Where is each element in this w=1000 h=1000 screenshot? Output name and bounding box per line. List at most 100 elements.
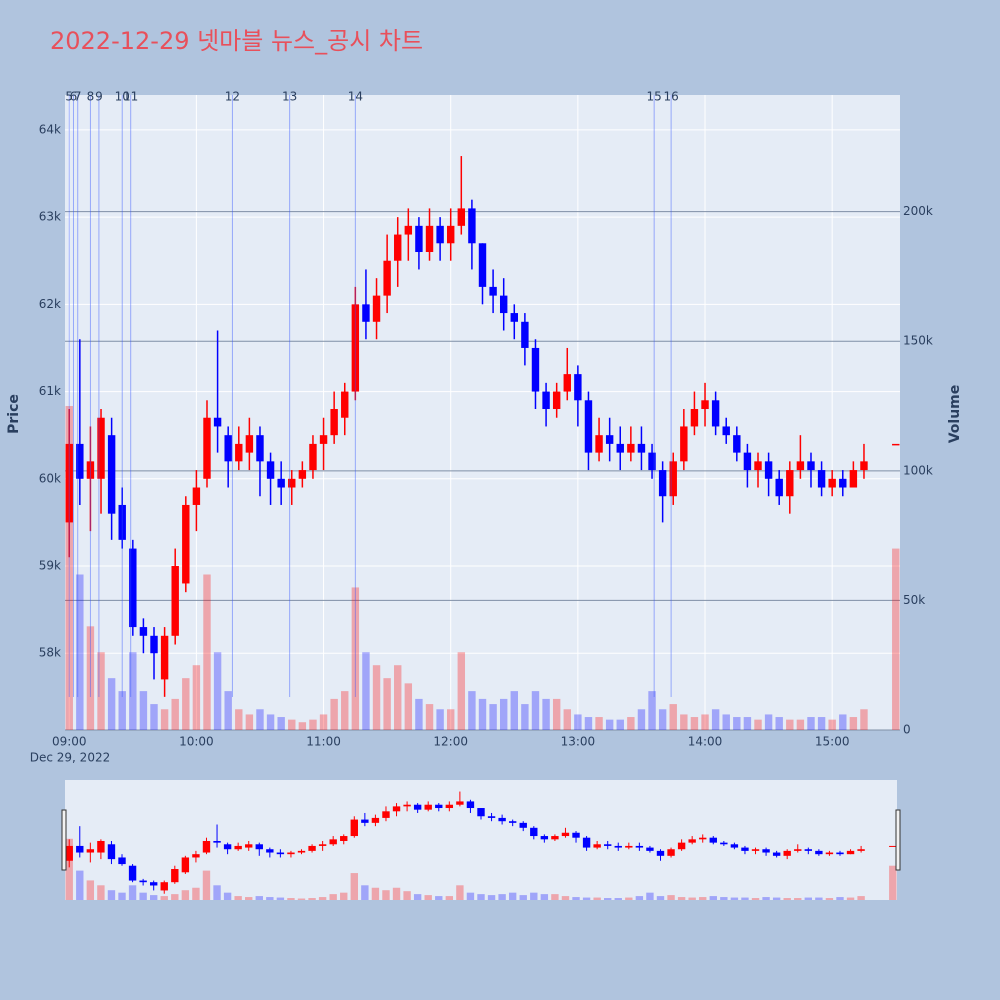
candle-body bbox=[330, 409, 338, 436]
slider-candle-body bbox=[329, 839, 337, 845]
slider-candle-body bbox=[403, 804, 411, 807]
volume-bar bbox=[213, 652, 222, 730]
slider-candle-body bbox=[667, 849, 675, 856]
volume-bar bbox=[97, 652, 105, 730]
volume-bar bbox=[319, 714, 328, 730]
volume-bar bbox=[658, 709, 667, 730]
volume-bar bbox=[839, 714, 847, 730]
slider-volume-bar bbox=[688, 897, 696, 900]
candle-body bbox=[711, 400, 720, 427]
volume-bar bbox=[139, 691, 148, 730]
volume-bar bbox=[171, 698, 179, 730]
candle-body bbox=[690, 409, 699, 427]
volume-bar bbox=[436, 709, 444, 730]
slider-candle-body bbox=[762, 849, 770, 853]
volume-bar bbox=[447, 709, 455, 730]
volume-bar bbox=[680, 714, 688, 730]
volume-bar bbox=[701, 714, 709, 730]
slider-volume-bar bbox=[86, 880, 95, 900]
candle-body bbox=[107, 435, 116, 514]
slider-candle-body bbox=[371, 817, 380, 823]
x-tick-label: 09:00 bbox=[52, 735, 87, 749]
slider-candle-body bbox=[730, 844, 739, 848]
volume-bar bbox=[669, 704, 677, 730]
slider-candle-body bbox=[593, 844, 601, 848]
candle-body bbox=[468, 208, 476, 244]
candle-body bbox=[235, 443, 243, 462]
volume-bar bbox=[192, 665, 201, 730]
slider-volume-bar bbox=[192, 887, 200, 900]
volume-bar bbox=[775, 717, 783, 730]
x-tick-label: 11:00 bbox=[306, 735, 341, 749]
candle-body bbox=[627, 443, 635, 453]
candle-body bbox=[394, 234, 402, 261]
slider-volume-bar bbox=[614, 898, 622, 900]
news-label: 10 bbox=[115, 90, 130, 104]
slider-candle-body bbox=[530, 827, 538, 837]
slider-candle-body bbox=[287, 852, 295, 855]
y-tick-label: 60k bbox=[39, 471, 61, 485]
volume-bar bbox=[828, 719, 836, 730]
slider-volume-bar bbox=[582, 897, 591, 900]
volume-bar bbox=[288, 719, 296, 730]
slider-volume-bar bbox=[181, 890, 190, 900]
candle-body bbox=[478, 243, 487, 287]
slider-volume-bar bbox=[149, 895, 158, 900]
candle-body bbox=[669, 461, 677, 497]
news-label: 15 bbox=[647, 90, 662, 104]
y2-tick-label: 100k bbox=[903, 463, 933, 477]
slider-volume-bar bbox=[730, 897, 739, 900]
volume-bar bbox=[807, 717, 815, 730]
volume-bar bbox=[627, 717, 635, 730]
candle-body bbox=[658, 470, 667, 497]
volume-bar bbox=[595, 717, 603, 730]
candle-body bbox=[277, 478, 285, 488]
slider-volume-bar bbox=[635, 896, 644, 900]
candle-body bbox=[86, 461, 95, 479]
slider-candle-body bbox=[276, 852, 285, 855]
slider-candle-body bbox=[846, 850, 855, 855]
volume-bar bbox=[309, 719, 317, 730]
slider-volume-bar bbox=[783, 898, 791, 900]
slider-volume-bar bbox=[245, 897, 253, 900]
candle-body bbox=[743, 452, 752, 471]
slider-candle-body bbox=[149, 882, 158, 886]
volume-bar bbox=[584, 717, 593, 730]
slider-candle-body bbox=[688, 839, 696, 843]
slider-volume-bar bbox=[572, 897, 580, 900]
slider-volume-bar bbox=[65, 838, 73, 900]
slider-volume-bar bbox=[160, 896, 168, 900]
slider-volume-bar bbox=[435, 896, 443, 900]
y2-tick-label: 0 bbox=[903, 723, 911, 737]
slider-candle-body bbox=[213, 840, 221, 843]
slider-volume-bar bbox=[266, 897, 274, 900]
slider-candle-body bbox=[836, 852, 844, 855]
slider-volume-bar bbox=[213, 885, 221, 900]
slider-volume-bar bbox=[530, 892, 538, 900]
slider-handle[interactable] bbox=[61, 809, 67, 871]
range-slider[interactable] bbox=[65, 780, 897, 900]
candle-body bbox=[65, 443, 73, 523]
slider-candle-body bbox=[171, 869, 179, 883]
candle-body bbox=[224, 435, 232, 462]
candle-body bbox=[160, 635, 169, 680]
slider-candle-body bbox=[561, 832, 570, 837]
slider-volume-bar bbox=[392, 887, 401, 900]
slider-handle[interactable] bbox=[895, 809, 901, 871]
candle-body bbox=[817, 470, 826, 488]
slider-candle-body bbox=[160, 882, 168, 891]
slider-candle-body bbox=[392, 806, 401, 812]
candle-body bbox=[404, 225, 413, 235]
volume-bar bbox=[743, 717, 752, 730]
slider-candle-body bbox=[361, 819, 369, 823]
volume-bar bbox=[510, 691, 518, 730]
candle-body bbox=[447, 225, 455, 244]
slider-candle-body bbox=[128, 865, 137, 881]
volume-bar bbox=[256, 709, 264, 730]
candle-body bbox=[203, 417, 211, 479]
slider-candle-body bbox=[625, 845, 633, 848]
slider-volume-bar bbox=[413, 894, 422, 900]
y2-tick-label: 50k bbox=[903, 593, 925, 607]
candle-body bbox=[764, 461, 773, 479]
